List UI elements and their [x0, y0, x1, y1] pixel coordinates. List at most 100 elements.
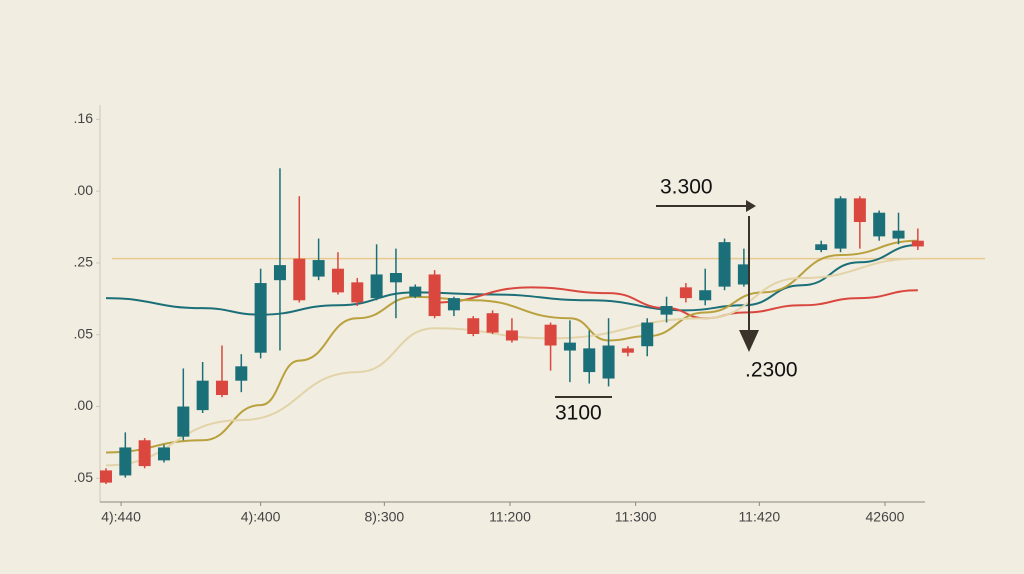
candle-body — [235, 366, 248, 381]
candle-body — [583, 348, 596, 373]
candle-body — [447, 298, 460, 311]
overlay-lines — [105, 239, 918, 467]
candle — [177, 368, 190, 441]
moving-average-line — [105, 244, 918, 316]
candle — [215, 345, 228, 398]
candle-body — [119, 447, 132, 476]
candle — [563, 320, 576, 383]
candle-body — [312, 260, 325, 277]
candle — [99, 468, 112, 485]
y-tick-label: .05 — [74, 469, 94, 485]
candle-body — [196, 380, 209, 411]
y-tick-label: .00 — [74, 397, 94, 413]
annotation: 3.300 — [660, 176, 713, 199]
candle-body — [409, 286, 422, 297]
x-tick-label: 11:420 — [738, 509, 780, 525]
candle — [293, 196, 306, 303]
candle-body — [718, 242, 731, 287]
candle — [196, 362, 209, 413]
candle — [273, 168, 286, 351]
candle — [370, 244, 383, 301]
plot-area: .16 .00 .25 .05 .00 .05 4):440 4):400 8):300 11:2… — [74, 110, 985, 525]
candle-body — [254, 283, 267, 353]
candle — [679, 283, 692, 303]
candle — [428, 270, 441, 319]
candle — [911, 228, 924, 251]
candle — [351, 278, 364, 307]
candle — [157, 444, 170, 463]
candle-body — [602, 345, 615, 379]
candle-body — [331, 268, 344, 293]
candle-body — [660, 306, 673, 315]
candle-body — [215, 380, 228, 396]
candle — [583, 330, 596, 384]
candle — [331, 252, 344, 295]
candle-body — [486, 313, 499, 333]
candle — [138, 438, 151, 469]
arrow-head — [746, 200, 756, 212]
candle — [621, 346, 634, 357]
x-tick-label: 42600 — [866, 509, 905, 525]
candle — [235, 354, 248, 393]
candle — [312, 238, 325, 281]
x-tick-label: 11:300 — [615, 509, 657, 525]
candle — [892, 212, 905, 245]
candle-body — [351, 282, 364, 303]
candle — [853, 196, 866, 249]
candle — [505, 318, 518, 343]
candle — [641, 318, 654, 357]
candle-body — [273, 265, 286, 281]
candle-body — [834, 198, 847, 249]
moving-average-line — [105, 239, 918, 454]
candle-body — [544, 324, 557, 346]
candle-body — [177, 406, 190, 437]
candle-body — [853, 198, 866, 223]
candle — [467, 316, 480, 337]
candle — [737, 248, 750, 287]
x-tick-label: 4):440 — [101, 509, 141, 525]
candle-body — [99, 470, 112, 483]
candle-body — [911, 240, 924, 247]
annotation: 3100 — [555, 402, 602, 425]
candle-body — [389, 273, 402, 283]
candle — [119, 432, 132, 478]
moving-average-line — [105, 257, 918, 467]
arrow-head — [739, 330, 759, 352]
candle — [834, 196, 847, 253]
y-tick-label: .16 — [74, 110, 94, 126]
candle — [873, 210, 886, 241]
candle — [602, 318, 615, 387]
candle — [409, 284, 422, 299]
candle-body — [737, 264, 750, 285]
candle — [544, 322, 557, 371]
x-tick-label: 8):300 — [364, 509, 404, 525]
candle — [447, 296, 460, 317]
annotation: .2300 — [745, 359, 798, 382]
moving-average-line — [434, 286, 918, 320]
candle-body — [467, 318, 480, 335]
candle-body — [138, 440, 151, 467]
candle-body — [563, 342, 576, 351]
y-tick-label: .00 — [74, 182, 94, 198]
candle-body — [815, 244, 828, 251]
y-tick-label: .05 — [74, 325, 94, 341]
candle-body — [892, 230, 905, 239]
y-tick-label: .25 — [74, 254, 94, 270]
candle — [486, 310, 499, 335]
candle-body — [157, 447, 170, 461]
x-tick-label: 11:200 — [489, 509, 531, 525]
x-tick-label: 4):400 — [241, 509, 281, 525]
candle — [815, 240, 828, 253]
candle-body — [293, 258, 306, 301]
candle — [254, 268, 267, 359]
candle-body — [505, 330, 518, 341]
candle — [660, 296, 673, 323]
candle-body — [621, 348, 634, 353]
candle-body — [699, 290, 712, 301]
candle-body — [679, 287, 692, 299]
candle-body — [641, 322, 654, 347]
candle — [699, 268, 712, 306]
candle — [389, 248, 402, 319]
candle-body — [370, 274, 383, 299]
